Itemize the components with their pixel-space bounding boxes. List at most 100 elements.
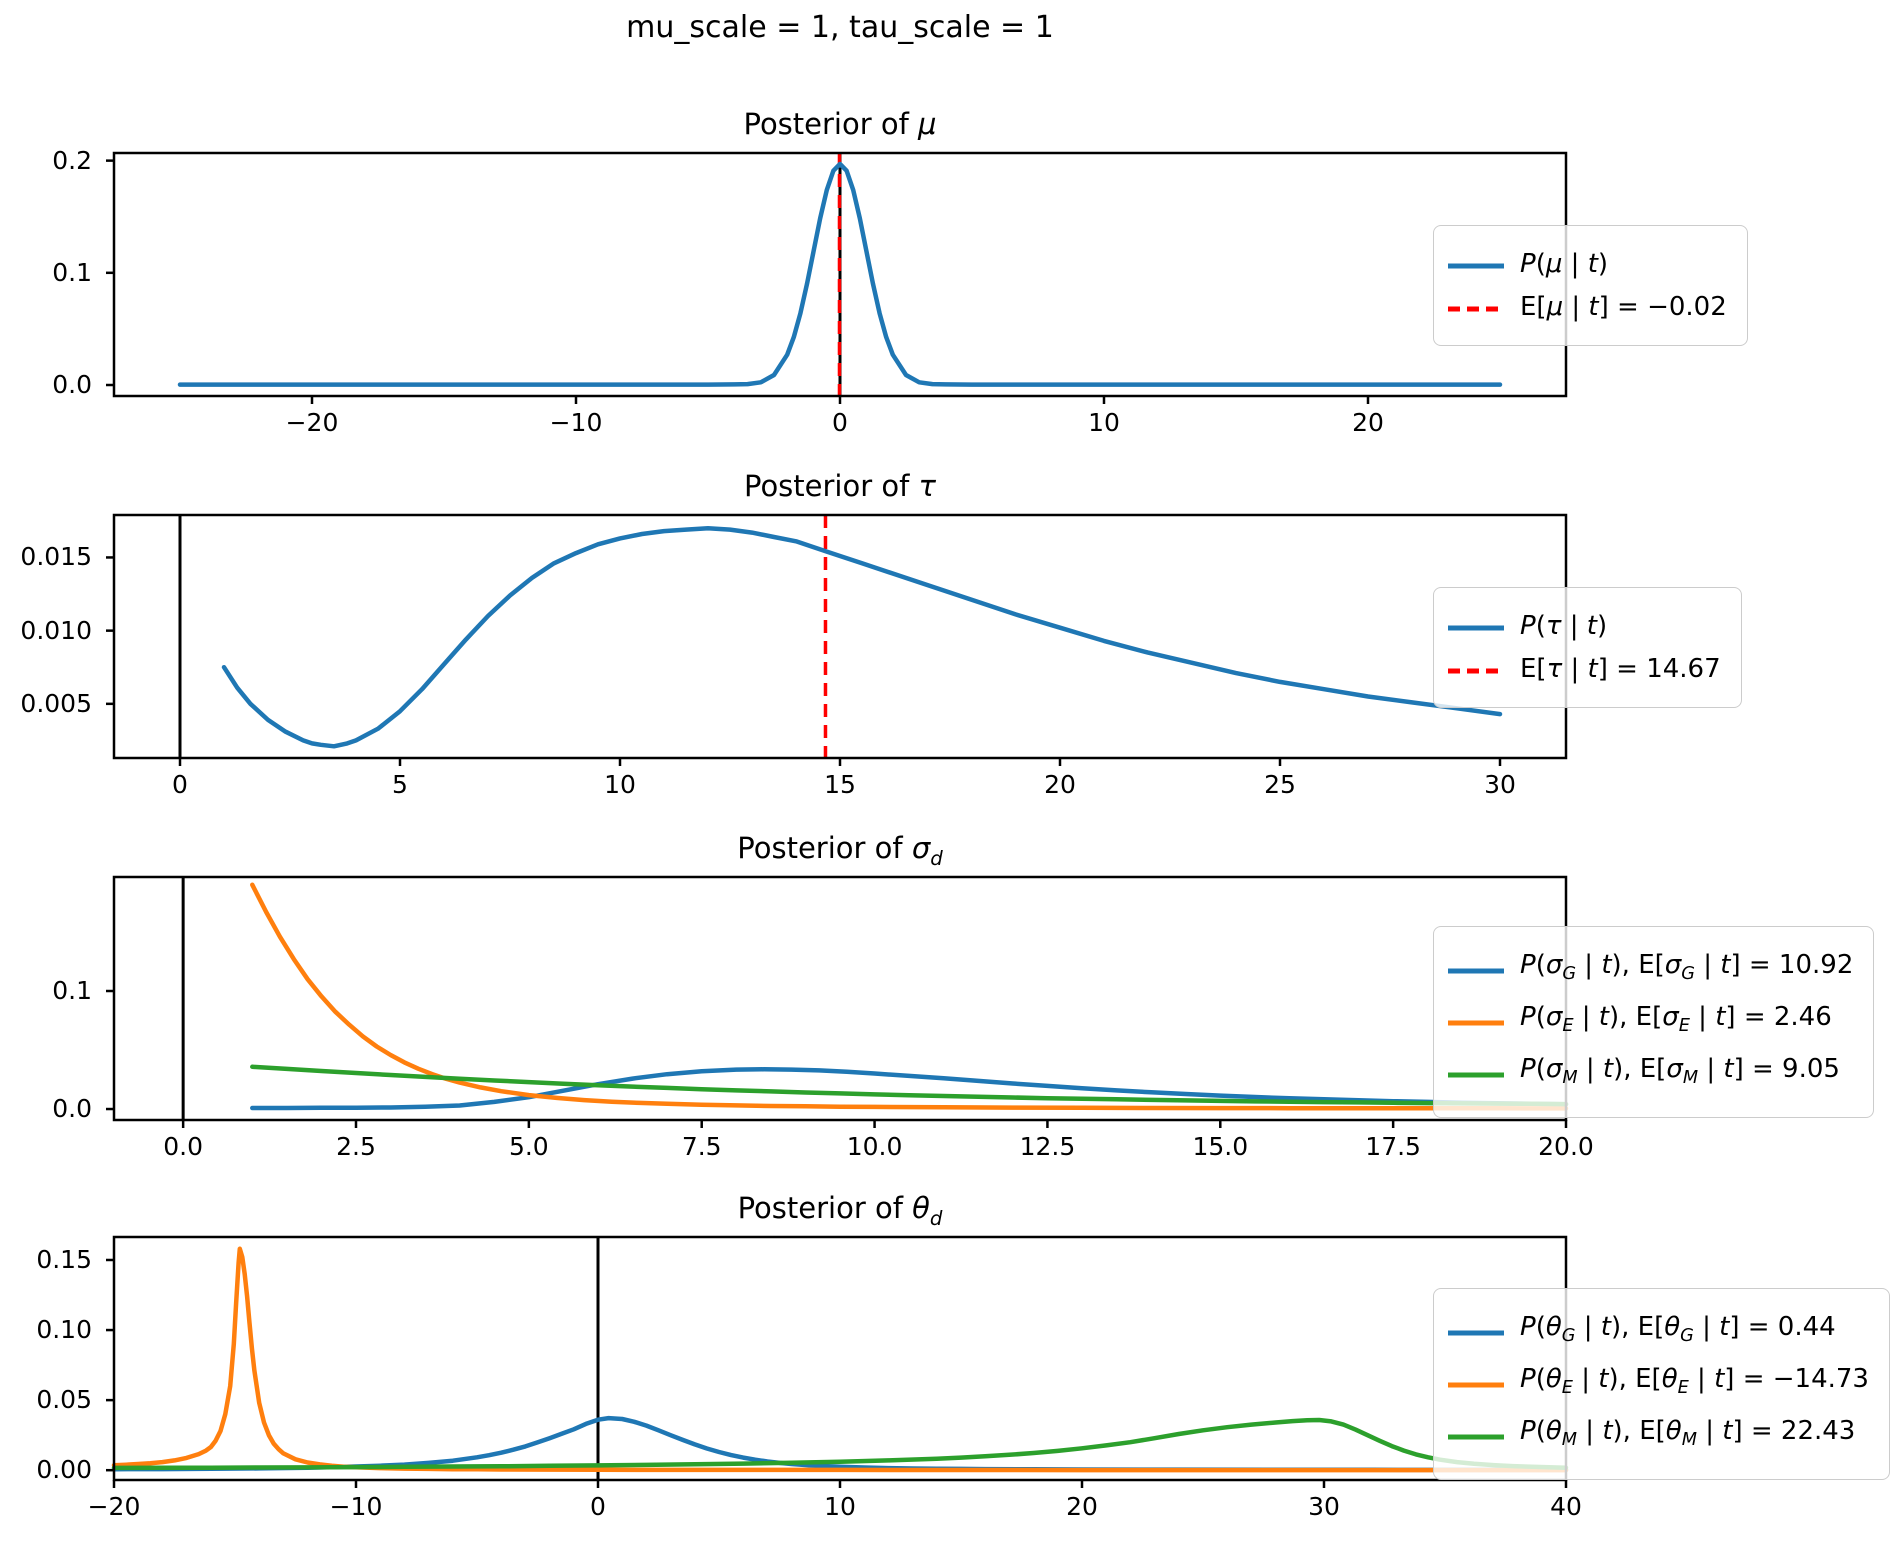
posterior-theta-m-curve <box>111 1417 1569 1471</box>
label-segment: P <box>1520 249 1536 279</box>
label-segment: ( <box>1535 1002 1546 1033</box>
label-segment: ] = 14.67 <box>1597 654 1721 684</box>
legend: P(μ | t) E[μ | t] = −0.02 <box>1433 225 1748 346</box>
label-segment: | <box>1693 1312 1720 1342</box>
legend-dashed-line-sample <box>1448 660 1504 679</box>
label-subscript: E <box>1561 1378 1573 1399</box>
label-segment: σ <box>911 831 931 865</box>
posterior-mu-curve <box>177 161 1503 387</box>
legend-entry-label: P(θM | t), E[θM | t] = 22.43 <box>1520 1414 1855 1457</box>
label-subscript: E <box>1677 1378 1689 1399</box>
label-segment: ), E[ <box>1611 950 1665 980</box>
x-tick-label: 10.0 <box>846 1132 903 1161</box>
legend-entry: P(θE | t), E[θE | t] = −14.73 <box>1448 1362 1869 1405</box>
label-segment: ( <box>1535 611 1546 641</box>
label-segment: θ <box>912 1191 930 1225</box>
label-subscript: d <box>930 846 943 870</box>
x-tick-label: 10 <box>1088 408 1120 437</box>
legend: P(θG | t), E[θG | t] = 0.44 P(θE | t), E[… <box>1433 1288 1890 1480</box>
label-segment: t <box>1719 1312 1730 1342</box>
legend: P(τ | t) E[τ | t] = 14.67 <box>1433 587 1742 708</box>
x-tick-label: 40 <box>1550 1492 1582 1521</box>
label-segment: ( <box>1535 1054 1546 1085</box>
x-tick-label: 30 <box>1484 770 1516 799</box>
legend-entry: E[τ | t] = 14.67 <box>1448 652 1721 686</box>
label-segment: | <box>1577 1054 1603 1085</box>
label-subscript: E <box>1562 1016 1574 1037</box>
y-tick-label: 0.010 <box>20 615 92 645</box>
y-tick-label: 0.005 <box>20 688 92 718</box>
label-segment: ( <box>1535 249 1546 279</box>
label-segment: P <box>1520 1002 1536 1033</box>
label-segment: Posterior of <box>737 831 912 865</box>
plot-canvas <box>106 513 1568 766</box>
plot-canvas <box>106 151 1568 404</box>
label-segment: t <box>1587 249 1598 279</box>
label-segment: θ <box>1664 1312 1681 1342</box>
label-segment: | <box>1698 1054 1724 1085</box>
label-segment: ), E[ <box>1609 1002 1663 1033</box>
legend-entry-label: E[τ | t] = 14.67 <box>1520 652 1721 686</box>
legend-line-sample <box>1448 1064 1504 1083</box>
label-segment: ( <box>1535 1312 1546 1342</box>
label-segment: σ <box>1666 1054 1683 1085</box>
label-segment: Posterior of <box>743 107 919 141</box>
label-segment: μ <box>918 107 937 141</box>
label-segment: ] = −0.02 <box>1598 292 1727 322</box>
legend-dashed-line-sample <box>1448 298 1504 317</box>
label-segment: μ <box>1546 292 1564 322</box>
label-segment: Posterior of <box>743 469 919 503</box>
axes-frame <box>112 513 1568 760</box>
figure-suptitle: mu_scale = 1, tau_scale = 1 <box>626 10 1054 45</box>
label-segment: ) <box>1597 611 1608 641</box>
label-segment: θ <box>1545 1364 1562 1395</box>
label-segment: | <box>1688 1364 1715 1395</box>
label-segment: ] = 2.46 <box>1725 1002 1832 1033</box>
label-segment: E[ <box>1520 292 1547 322</box>
label-segment: P <box>1520 1312 1536 1342</box>
x-tick-label: 0 <box>590 1492 606 1521</box>
label-subscript: M <box>1562 1068 1578 1089</box>
label-segment: | <box>1573 1002 1599 1033</box>
y-tick-label: 0.0 <box>52 1094 92 1124</box>
label-segment: | <box>1694 950 1721 980</box>
label-segment: t <box>1586 611 1597 641</box>
x-tick-label: 5 <box>392 770 408 799</box>
x-tick-label: 0.0 <box>163 1132 204 1161</box>
x-tick-label: 20.0 <box>1538 1132 1594 1161</box>
x-tick-label: −20 <box>87 1492 141 1521</box>
subplot-axes <box>106 151 1568 404</box>
legend-entry-label: P(τ | t) <box>1520 609 1607 643</box>
legend-entry-label: P(θG | t), E[θG | t] = 0.44 <box>1520 1310 1836 1353</box>
x-tick-label: 0 <box>832 408 848 437</box>
label-segment: t <box>1587 654 1598 684</box>
label-segment: ( <box>1535 1364 1546 1395</box>
label-subscript: d <box>929 1206 943 1230</box>
label-segment: ] = 0.44 <box>1729 1312 1836 1342</box>
label-segment: t <box>1598 1002 1609 1033</box>
label-segment: | <box>1689 1002 1716 1033</box>
legend-entry-label: P(μ | t) <box>1520 247 1608 281</box>
subplot-axes <box>106 513 1568 766</box>
label-segment: t <box>1723 1054 1734 1085</box>
posterior-sigma-g-curve <box>250 1067 1569 1111</box>
x-tick-label: 2.5 <box>336 1132 376 1161</box>
legend-entry: P(θG | t), E[θG | t] = 0.44 <box>1448 1310 1869 1353</box>
legend-entry: P(σM | t), E[σM | t] = 9.05 <box>1448 1052 1853 1095</box>
label-segment: t <box>1602 1054 1614 1085</box>
label-segment: σ <box>1662 1002 1679 1033</box>
legend-line-sample <box>1448 960 1504 979</box>
label-segment: t <box>1715 1002 1726 1033</box>
x-tick-label: −20 <box>285 408 339 437</box>
label-segment: ] = −14.73 <box>1724 1364 1869 1395</box>
label-segment: P <box>1520 1054 1536 1085</box>
label-segment: θ <box>1665 1416 1682 1447</box>
label-segment: P <box>1520 611 1536 641</box>
label-segment: P <box>1520 950 1536 980</box>
x-tick-label: −10 <box>549 408 603 437</box>
posterior-sigma-m-curve <box>250 1064 1569 1107</box>
legend-entry-label: P(θE | t), E[θE | t] = −14.73 <box>1520 1362 1869 1405</box>
label-segment: σ <box>1545 950 1563 980</box>
label-segment: τ <box>918 469 937 503</box>
